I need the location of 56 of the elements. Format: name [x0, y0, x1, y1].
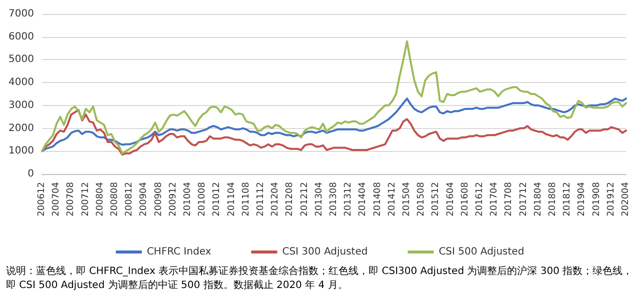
x-tick-label: 201612 [475, 182, 485, 216]
x-tick-label: 201212 [300, 182, 310, 216]
x-tick-label: 200808 [110, 182, 120, 216]
y-tick-label: 7000 [8, 8, 34, 20]
x-tick-label: 200904 [139, 182, 150, 216]
x-tick-label: 201604 [446, 182, 456, 216]
legend-label: CSI 300 Adjusted [282, 246, 368, 258]
text: 说明：蓝色线，即 CHFRC_Index 表示中国私募证券投资基金综合指数；红色线，即 CSI300 Adjusted 为调整后的沪深 300 指数；绿色线，即 CSI 500 Adjusted 为调整后的中证 500 指数。数据截止 2020 年 4 月。 [6, 265, 634, 293]
x-tick-label: 201108 [241, 182, 252, 216]
x-tick-label: 200804 [95, 182, 106, 216]
x-tick-label: 201404 [358, 182, 368, 216]
legend-label: CHFRC Index [146, 246, 212, 258]
line-series [41, 40, 627, 154]
x-tick-label: 200708 [66, 182, 76, 216]
x-tick-label: 200908 [154, 182, 164, 216]
legend-label: CSI 500 Adjusted [438, 246, 524, 258]
x-tick-label: 201204 [270, 182, 281, 216]
line-series [41, 109, 627, 156]
x-tick-label: 201312 [344, 182, 354, 216]
x-tick-label: 200912 [168, 182, 178, 216]
x-tick-label: 201308 [329, 182, 339, 216]
x-tick-label: 201408 [372, 182, 383, 216]
x-tick-label: 201608 [460, 182, 470, 216]
y-tick-label: 0 [28, 168, 34, 180]
x-tick-label: 201104 [226, 182, 237, 216]
x-tick-label: 201504 [402, 182, 412, 216]
x-tick-label: 200704 [52, 182, 62, 216]
x-tick-label: 202004 [621, 182, 631, 216]
x-tick-label: 200812 [124, 182, 135, 216]
y-tick-label: 2000 [8, 122, 34, 134]
x-tick-label: 201208 [285, 182, 296, 216]
x-tick-label: 201004 [183, 182, 193, 216]
x-tick-label: 200712 [80, 182, 91, 216]
x-tick-label: 201112 [256, 182, 266, 216]
x-tick-label: 201008 [198, 182, 208, 216]
x-tick-label: 201808 [548, 182, 558, 216]
y-tick-label: 4000 [8, 77, 34, 88]
x-tick-label: 201908 [592, 182, 602, 216]
x-tick-label: 201304 [314, 182, 324, 216]
x-tick-label: 201712 [518, 182, 529, 216]
x-tick-label: 201912 [606, 182, 616, 216]
y-tick-label: 5000 [8, 54, 34, 66]
x-tick-label: 201804 [533, 182, 544, 216]
x-tick-label: 200612 [37, 182, 47, 216]
y-tick-label: 1000 [8, 146, 34, 157]
line-series [41, 98, 627, 152]
x-tick-label: 201412 [387, 182, 398, 216]
x-tick-label: 201704 [490, 182, 500, 216]
x-tick-label: 201512 [431, 182, 442, 216]
x-tick-label: 201708 [504, 182, 514, 216]
y-tick-label: 6000 [8, 31, 34, 42]
x-tick-label: 201904 [577, 182, 588, 216]
x-tick-label: 201812 [562, 182, 573, 216]
x-tick-label: 201508 [416, 182, 427, 216]
x-tick-label: 201012 [212, 182, 222, 216]
y-tick-label: 3000 [8, 100, 34, 111]
